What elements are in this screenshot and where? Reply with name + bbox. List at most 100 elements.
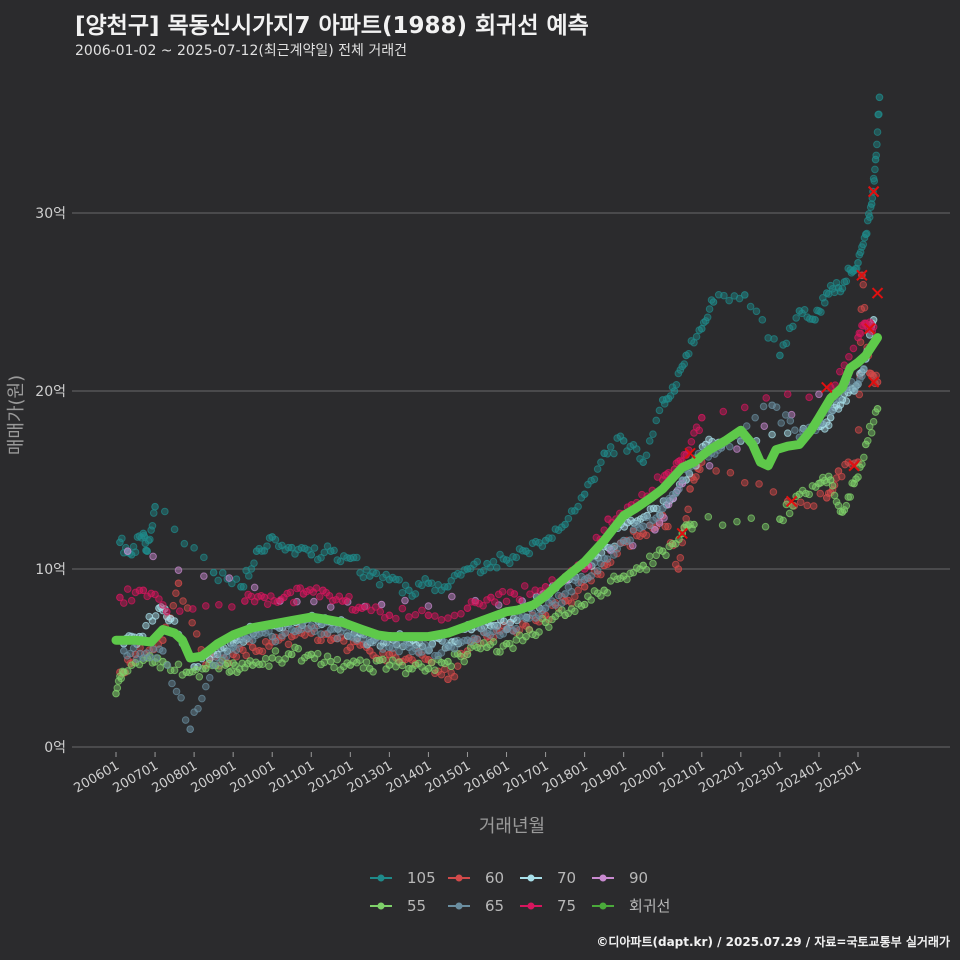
chart-subtitle: 2006-01-02 ~ 2025-07-12(최근계약일) 전체 거래건 <box>75 43 407 59</box>
data-point-55 <box>320 658 329 667</box>
data-point-55 <box>545 623 553 631</box>
data-point-55 <box>489 637 498 646</box>
data-point-65 <box>146 653 154 662</box>
data-point-65 <box>333 634 342 643</box>
data-point-65 <box>858 372 866 380</box>
data-point-65 <box>126 649 135 658</box>
data-point-55 <box>238 659 247 668</box>
data-point-65 <box>777 419 785 427</box>
data-point-90 <box>664 500 673 509</box>
data-point-105 <box>862 229 871 238</box>
data-point-75 <box>835 367 844 376</box>
data-point-105 <box>148 521 157 530</box>
data-point-55 <box>170 666 179 675</box>
data-point-105 <box>479 566 488 575</box>
data-point-65 <box>379 645 387 653</box>
data-point-105 <box>505 559 514 568</box>
data-point-75 <box>116 593 124 602</box>
data-point-55 <box>623 575 631 584</box>
y-axis-ticks: 0억 10억 20억 30억 <box>35 206 66 756</box>
x-axis-label: 거래년월 <box>479 816 545 837</box>
data-point-105 <box>735 294 744 303</box>
data-point-55 <box>867 429 876 437</box>
data-point-55 <box>597 592 605 600</box>
data-point-55 <box>333 655 342 664</box>
data-point-65 <box>658 504 667 513</box>
legend-item-55: 55 <box>370 897 426 915</box>
data-point-105 <box>652 416 661 425</box>
data-point-105 <box>645 437 654 445</box>
data-point-55 <box>113 684 122 692</box>
data-point-105 <box>580 490 589 499</box>
data-point-105 <box>811 316 819 324</box>
outlier-x-stroke <box>676 527 688 540</box>
data-point-75 <box>695 426 703 435</box>
outlier-x-stroke <box>856 269 868 282</box>
data-point-90 <box>651 526 659 534</box>
data-point-105 <box>720 291 728 300</box>
data-point-70 <box>768 430 776 439</box>
data-point-65 <box>168 679 176 688</box>
data-point-55 <box>369 668 377 676</box>
data-point-90 <box>310 597 318 606</box>
data-point-75 <box>127 596 136 605</box>
data-point-90 <box>149 552 157 561</box>
data-point-75 <box>260 593 269 602</box>
data-point-65 <box>567 587 576 596</box>
data-point-75 <box>296 584 304 592</box>
data-point-65 <box>450 644 459 653</box>
data-point-65 <box>186 725 194 734</box>
data-point-105 <box>792 314 800 322</box>
data-point-105 <box>209 568 218 577</box>
data-point-75 <box>697 413 706 422</box>
data-point-55 <box>863 436 872 445</box>
data-point-55 <box>313 649 322 658</box>
data-point-105 <box>632 445 641 453</box>
data-point-90 <box>760 422 769 430</box>
data-point-65 <box>202 682 210 691</box>
data-point-75 <box>719 407 728 416</box>
data-point-55 <box>704 513 713 521</box>
data-point-55 <box>733 517 741 526</box>
data-point-55 <box>271 647 280 655</box>
data-point-75 <box>431 612 439 620</box>
data-point-75 <box>202 602 210 610</box>
data-point-90 <box>424 602 433 610</box>
data-point-105 <box>320 548 329 557</box>
data-point-65 <box>786 417 795 425</box>
outlier-x-stroke <box>867 185 880 198</box>
legend-swatch-dot <box>455 902 463 910</box>
data-point-55 <box>840 506 849 514</box>
data-point-105 <box>670 387 679 395</box>
data-point-55 <box>642 565 651 574</box>
data-point-55 <box>496 648 504 656</box>
legend: 105 60 70 90 55 65 75 회귀선 <box>370 869 670 915</box>
data-point-55 <box>690 520 698 529</box>
data-point-65 <box>152 654 161 662</box>
x-axis-ticks: 2006012007012008012009012010012011012012… <box>72 752 864 796</box>
data-point-75 <box>131 588 140 597</box>
data-point-60 <box>444 675 452 684</box>
data-point-60 <box>686 485 694 493</box>
data-point-65 <box>512 624 521 633</box>
data-point-75 <box>520 582 529 590</box>
data-point-60 <box>676 554 685 562</box>
legend-swatch-dot <box>377 902 385 910</box>
data-point-60 <box>854 426 863 434</box>
data-point-55 <box>779 516 787 525</box>
data-point-65 <box>297 625 306 633</box>
data-point-105 <box>666 392 675 400</box>
data-point-65 <box>759 402 768 411</box>
data-point-60 <box>192 630 201 638</box>
data-point-105 <box>873 140 881 149</box>
data-point-105 <box>170 525 179 534</box>
data-point-75 <box>392 614 400 623</box>
data-point-75 <box>437 616 446 624</box>
data-point-105 <box>697 324 706 333</box>
data-point-60 <box>450 672 459 681</box>
data-point-105 <box>703 313 712 322</box>
data-point-90 <box>705 462 714 470</box>
data-point-75 <box>175 607 184 615</box>
data-point-75 <box>405 613 413 621</box>
data-point-65 <box>163 661 172 670</box>
